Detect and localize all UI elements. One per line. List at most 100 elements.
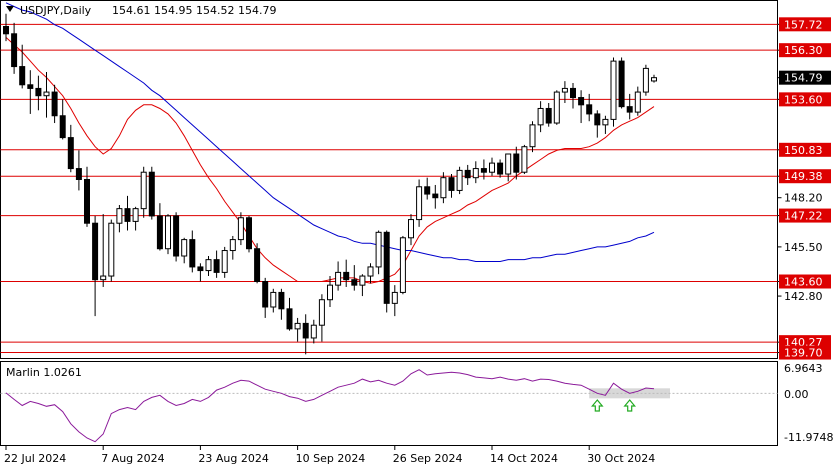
price-tick-label: 156.30 <box>784 44 823 57</box>
marlin-label: Marlin 1.0261 <box>6 366 82 379</box>
price-tick-label: 145.50 <box>784 241 823 254</box>
level-tag <box>779 208 831 223</box>
candle-bull <box>116 208 123 224</box>
candle-bull <box>335 271 342 286</box>
candle-bear <box>3 26 9 35</box>
time-tick-label: 23 Aug 2024 <box>198 452 268 465</box>
candle-bear <box>246 217 252 250</box>
candle-bear <box>254 248 261 282</box>
level-tag <box>779 43 831 58</box>
up-arrow-icon <box>591 399 604 412</box>
price-tick-label: 143.60 <box>784 276 823 289</box>
candle-bear <box>197 266 204 272</box>
candle-bear <box>35 87 42 97</box>
candle-bear <box>286 308 293 330</box>
candle-bull <box>237 217 244 241</box>
candle-bull <box>294 322 301 330</box>
candle-bull <box>391 291 398 304</box>
candle-bear <box>148 171 155 217</box>
marlin-tick-zero: 0.00 <box>784 388 809 401</box>
price-axis: 157.72 156.30 154.79 153.60 150.83 149.38 148.… <box>777 17 831 360</box>
level-tag <box>779 169 831 184</box>
time-tick-label: 22 Jul 2024 <box>4 452 66 465</box>
candle-bear <box>92 222 99 281</box>
up-arrow-icon <box>623 399 636 412</box>
candle-bull <box>416 186 423 221</box>
candle-bear <box>262 281 269 308</box>
level-tag <box>779 142 831 157</box>
candle-bear <box>626 106 633 113</box>
candle-bull <box>327 284 333 301</box>
candle-bull <box>610 60 617 120</box>
marlin-line <box>5 369 655 443</box>
candle-bear <box>189 239 196 268</box>
candle-bull <box>43 91 50 97</box>
time-tick-label: 30 Oct 2024 <box>587 452 655 465</box>
candle-bull <box>602 118 609 126</box>
candle-bull <box>181 239 188 257</box>
candle-bull <box>367 266 374 277</box>
ohlc-label: 154.61 154.95 154.52 154.79 <box>112 4 276 17</box>
collapse-triangle-icon[interactable] <box>6 6 14 12</box>
candle-bear <box>343 271 350 281</box>
candle-bull <box>521 146 528 173</box>
candle-bull <box>408 219 414 239</box>
candle-bull <box>537 107 544 126</box>
candle-bear <box>59 115 66 139</box>
candle-bull <box>221 250 228 273</box>
candle-bear <box>124 208 131 222</box>
time-tick-label: 10 Sep 2024 <box>296 452 366 465</box>
candle-bear <box>497 162 504 175</box>
candle-bear <box>51 91 58 117</box>
price-pane: USDJPY,Daily 154.61 154.95 154.52 154.79 <box>0 0 778 359</box>
candle-bull <box>489 162 495 173</box>
candle-bear <box>173 215 180 257</box>
candle-bear <box>570 87 576 99</box>
level-tag <box>779 17 831 32</box>
candle-bear <box>383 231 390 304</box>
candle-bull <box>108 222 115 277</box>
time-tick-label: 14 Oct 2024 <box>490 452 558 465</box>
level-tag <box>779 274 831 289</box>
candle-bear <box>464 169 471 179</box>
candle-bear <box>578 97 585 106</box>
price-tick-label: 139.70 <box>784 347 823 360</box>
candle-bull <box>642 67 649 93</box>
slow-ma-line <box>5 2 655 262</box>
marlin-tick-bottom: -11.9748 <box>784 431 833 444</box>
candle-bear <box>67 137 74 170</box>
candle-bull <box>132 208 139 222</box>
candle-bear <box>618 60 625 108</box>
candle-bear <box>448 177 455 191</box>
candle-bear <box>302 322 309 339</box>
candle-bull <box>651 77 657 82</box>
candle-bull <box>140 171 147 210</box>
level-tag <box>779 92 831 107</box>
symbol-label: USDJPY,Daily <box>20 4 92 17</box>
candle-bull <box>456 169 463 191</box>
candle-bear <box>156 215 163 250</box>
price-tick-label: 153.60 <box>784 93 823 106</box>
marlin-pane: Marlin 1.0261 <box>0 361 778 446</box>
candle-bull <box>529 124 536 148</box>
time-tick-label: 26 Sep 2024 <box>393 452 463 465</box>
candle-bull <box>165 215 171 250</box>
candle-bull <box>440 177 447 199</box>
current-price-tag <box>779 70 831 85</box>
marlin-tick-top: 6.9643 <box>784 362 823 375</box>
candle-bull <box>229 239 236 252</box>
price-pane-border <box>0 0 778 359</box>
marlin-lines <box>0 369 778 443</box>
candle-bear <box>594 113 601 126</box>
candle-bull <box>270 291 277 308</box>
candle-bull <box>375 231 382 268</box>
candle-bull <box>205 259 212 272</box>
candle-bull <box>399 237 406 293</box>
level-tag <box>779 345 831 360</box>
time-tick-label: 7 Aug 2024 <box>101 452 164 465</box>
candle-bull <box>561 87 568 93</box>
candle-bear <box>545 107 552 124</box>
candle-bear <box>351 279 358 286</box>
price-tick-label: 148.20 <box>784 192 823 205</box>
